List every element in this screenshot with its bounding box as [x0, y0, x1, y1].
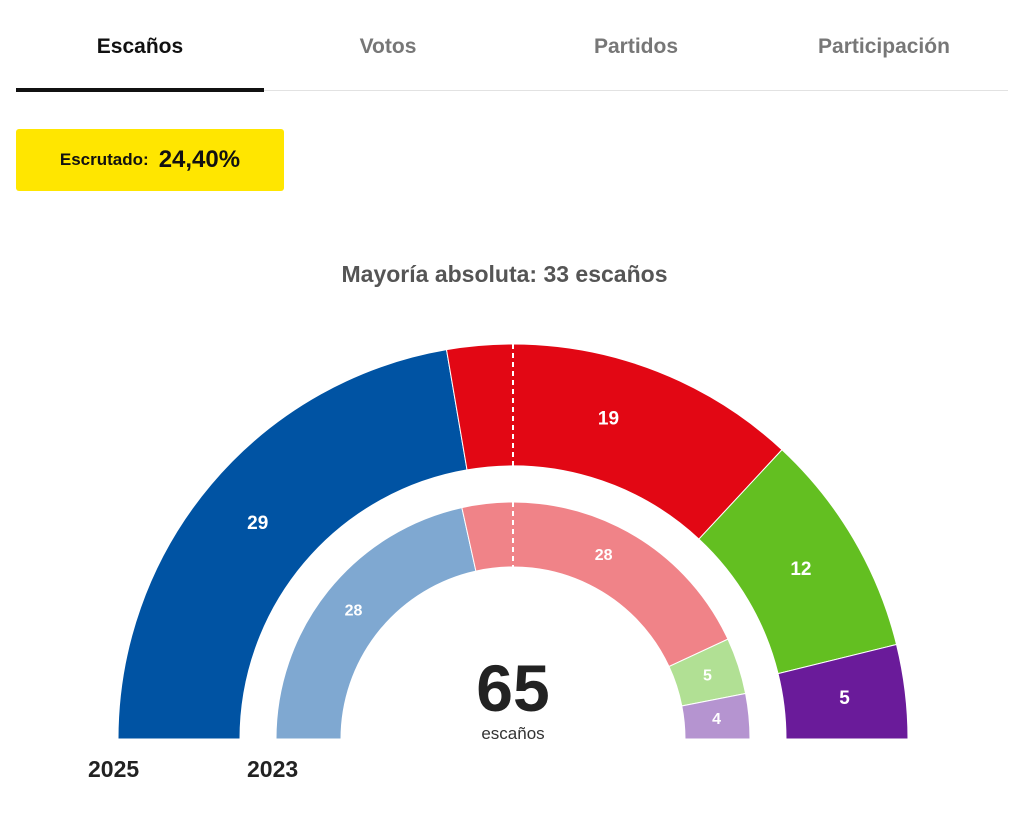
- scrutiny-badge: Escrutado: 24,40%: [16, 129, 284, 191]
- tab-participation[interactable]: Participación: [818, 35, 950, 58]
- tab-parties[interactable]: Partidos: [593, 35, 679, 58]
- tab-votes[interactable]: Votos: [359, 35, 417, 58]
- scrutiny-label: Escrutado:: [59, 150, 149, 169]
- seat-segment-2023-4[interactable]: [681, 692, 751, 740]
- tab-seats[interactable]: Escaños: [16, 0, 264, 92]
- seat-label-2025-1: 29: [247, 513, 268, 534]
- seat-label-2025-4: 5: [839, 688, 850, 709]
- year-label-outer: 2025: [88, 756, 140, 782]
- tab-bar: Escaños Votos Partidos Participación: [16, 0, 1008, 92]
- seat-label-2023-3: 5: [703, 667, 712, 684]
- total-seats-value: 65: [476, 651, 550, 725]
- seat-label-2023-2: 28: [595, 547, 613, 564]
- year-label-inner: 2023: [247, 756, 299, 782]
- scrutiny-value: 24,40%: [158, 146, 241, 173]
- seat-label-2025-3: 12: [790, 559, 811, 580]
- seat-label-2023-1: 28: [345, 602, 363, 619]
- majority-text: Mayoría absoluta: 33 escaños: [341, 261, 668, 287]
- total-seats-label: escaños: [481, 724, 545, 743]
- seat-label-2023-4: 4: [712, 711, 721, 728]
- seat-segment-2025-4[interactable]: [777, 643, 909, 740]
- seat-segment-2025-1[interactable]: [117, 349, 468, 740]
- seat-label-2025-2: 19: [598, 408, 619, 429]
